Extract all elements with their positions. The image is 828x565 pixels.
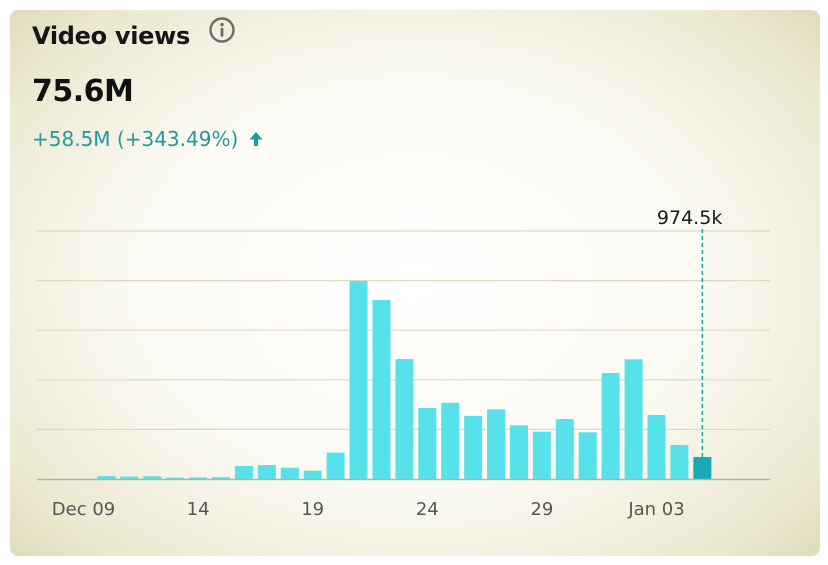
chart-bar[interactable] [349, 281, 368, 479]
chart-bar[interactable] [555, 419, 574, 479]
x-tick-label: Jan 03 [627, 499, 684, 520]
chart-bar[interactable] [257, 465, 276, 479]
arrow-up-icon [249, 132, 263, 146]
chart-bar[interactable] [418, 407, 437, 479]
chart-bar[interactable] [693, 457, 712, 479]
chart-bar[interactable] [212, 477, 231, 479]
chart-bar[interactable] [532, 431, 551, 479]
chart-bar[interactable] [509, 425, 528, 479]
views-delta-text: +58.5M (+343.49%) [32, 127, 239, 151]
views-bar-chart: 974.5k Dec 09 14 19 24 29 Jan 03 [37, 207, 770, 520]
chart-bar[interactable] [326, 452, 345, 479]
chart-bar[interactable] [647, 414, 666, 479]
chart-bar[interactable] [303, 470, 322, 479]
chart-bar[interactable] [280, 467, 299, 479]
chart-bar[interactable] [97, 476, 116, 479]
x-tick-label: 24 [416, 499, 439, 520]
chart-bar[interactable] [670, 444, 689, 479]
chart-bar[interactable] [234, 465, 253, 479]
chart-bar[interactable] [578, 432, 597, 479]
chart-bar[interactable] [372, 299, 391, 479]
chart-bar[interactable] [624, 359, 643, 479]
chart-bar[interactable] [464, 415, 483, 479]
chart-bar[interactable] [120, 476, 139, 479]
total-views: 75.6M [32, 74, 134, 109]
x-tick-label: 14 [187, 499, 210, 520]
chart-bar[interactable] [189, 477, 208, 479]
chart-bar[interactable] [143, 476, 162, 479]
chart-bar[interactable] [166, 477, 185, 479]
card-title: Video views [32, 22, 190, 50]
x-tick-label: 19 [301, 499, 324, 520]
views-delta: +58.5M (+343.49%) [32, 127, 264, 151]
chart-bar[interactable] [487, 409, 506, 479]
x-tick-label: Dec 09 [52, 499, 115, 520]
chart-bar[interactable] [395, 359, 414, 479]
chart-bar[interactable] [601, 373, 620, 479]
chart-bar[interactable] [441, 402, 460, 479]
highlight-value-label: 974.5k [657, 207, 722, 229]
info-circle-icon[interactable] [208, 16, 236, 44]
x-tick-label: 29 [530, 499, 553, 520]
video-views-card: Video views 75.6M +58.5M (+343.49%) 974.… [10, 10, 820, 556]
